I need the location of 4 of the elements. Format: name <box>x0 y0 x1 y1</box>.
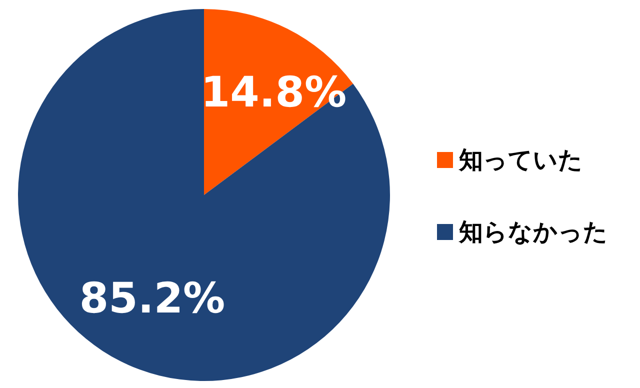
data-label: 85.2% <box>79 274 226 323</box>
legend-label: 知っていた <box>458 146 583 174</box>
legend-label: 知らなかった <box>458 218 608 246</box>
data-label: 14.8% <box>200 67 347 116</box>
